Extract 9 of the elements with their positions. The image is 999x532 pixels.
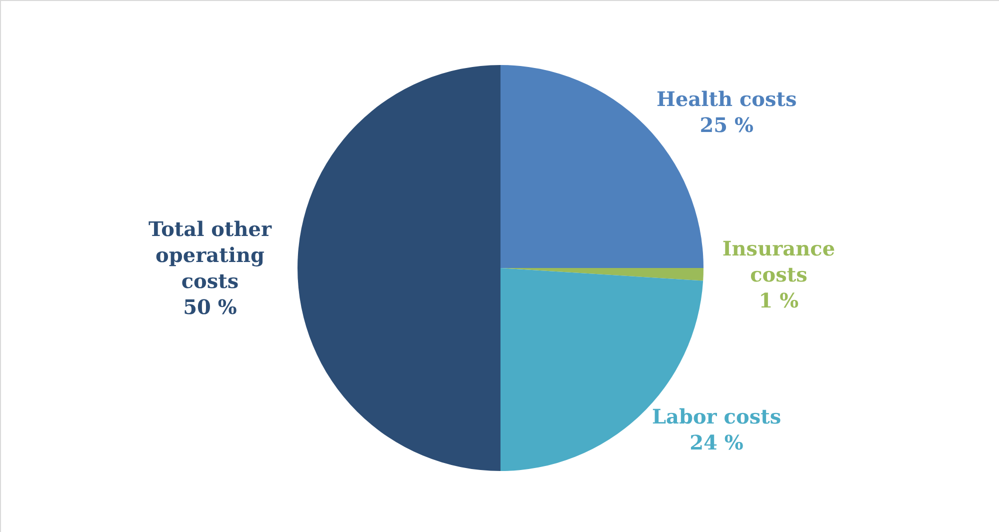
slice-label: Health costs [656,86,797,111]
pie-slice [298,65,500,471]
data-label: 1 % [758,288,799,312]
data-label: 24 % [690,430,744,454]
data-label: 25 % [700,112,754,137]
slice-label: Total other operating costs [148,217,272,293]
slice-label: Insurance costs [722,236,836,286]
slice-label: Labor costs [652,404,782,428]
data-label: 50 % [183,295,237,319]
